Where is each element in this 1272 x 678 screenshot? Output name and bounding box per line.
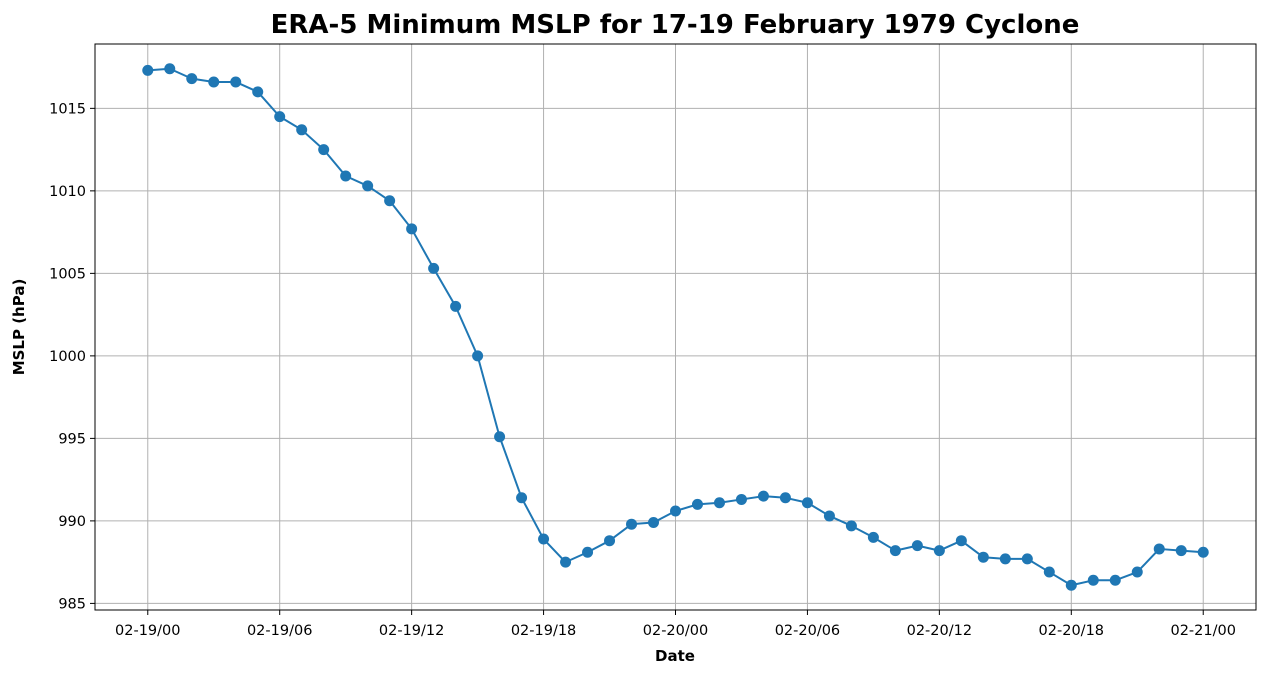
data-point bbox=[560, 556, 572, 568]
y-tick-label: 1005 bbox=[49, 266, 86, 282]
series-layer bbox=[142, 63, 1209, 591]
data-point bbox=[977, 551, 989, 563]
data-point bbox=[911, 540, 923, 552]
data-point bbox=[472, 350, 484, 362]
data-point bbox=[779, 492, 791, 504]
data-point bbox=[670, 505, 681, 517]
data-point bbox=[230, 76, 242, 88]
x-axis-ticks: 02-19/00 02-19/06 02-19/12 02-19/18 02-20/00… bbox=[115, 610, 1236, 639]
x-tick-label: 02-20/00 bbox=[643, 623, 708, 639]
data-point bbox=[1043, 566, 1055, 578]
x-tick-label: 02-20/06 bbox=[775, 623, 840, 639]
data-point bbox=[648, 517, 660, 529]
x-tick-label: 02-19/00 bbox=[115, 623, 180, 639]
data-point bbox=[1131, 566, 1143, 578]
data-point bbox=[164, 63, 176, 75]
data-point bbox=[582, 546, 594, 558]
y-tick-label: 1010 bbox=[49, 184, 86, 200]
data-point bbox=[933, 545, 945, 557]
y-tick-label: 985 bbox=[58, 596, 86, 612]
data-point bbox=[362, 180, 374, 192]
data-point bbox=[801, 497, 813, 509]
data-point bbox=[867, 531, 879, 543]
x-tick-label: 02-19/12 bbox=[379, 623, 444, 639]
data-point bbox=[296, 124, 308, 136]
data-point bbox=[450, 300, 462, 312]
data-point bbox=[340, 170, 352, 182]
data-point bbox=[604, 535, 616, 547]
grid-lines bbox=[95, 44, 1256, 610]
data-point bbox=[1109, 574, 1121, 586]
x-tick-label: 02-20/18 bbox=[1039, 623, 1104, 639]
y-axis-ticks: 985 990 995 1000 1005 1010 1015 bbox=[49, 101, 95, 612]
data-point bbox=[384, 195, 396, 207]
data-point bbox=[428, 262, 440, 274]
y-tick-label: 990 bbox=[58, 514, 86, 530]
x-axis-label: Date bbox=[655, 647, 695, 665]
x-tick-label: 02-19/18 bbox=[511, 623, 576, 639]
data-point bbox=[757, 490, 769, 502]
x-tick-label: 02-20/12 bbox=[907, 623, 972, 639]
x-tick-label: 02-19/06 bbox=[247, 623, 312, 639]
y-tick-label: 1000 bbox=[49, 349, 86, 365]
data-point bbox=[516, 492, 528, 504]
data-point bbox=[142, 64, 154, 76]
data-point bbox=[494, 431, 506, 443]
data-point bbox=[274, 111, 286, 123]
data-point bbox=[999, 553, 1011, 565]
data-point bbox=[1153, 543, 1165, 555]
data-point bbox=[955, 535, 967, 547]
data-point bbox=[1021, 553, 1033, 565]
data-point bbox=[318, 144, 330, 156]
data-point bbox=[1197, 546, 1209, 558]
data-point bbox=[713, 497, 725, 509]
data-point bbox=[538, 533, 550, 545]
y-tick-label: 1015 bbox=[49, 101, 86, 117]
data-point bbox=[252, 86, 264, 98]
data-point bbox=[1087, 574, 1099, 586]
data-point bbox=[845, 520, 857, 532]
chart-title: ERA-5 Minimum MSLP for 17-19 February 19… bbox=[271, 10, 1080, 40]
data-point bbox=[1175, 545, 1187, 557]
data-point bbox=[889, 545, 901, 557]
data-point bbox=[735, 493, 747, 505]
data-point bbox=[691, 498, 703, 510]
data-point bbox=[823, 510, 835, 522]
data-point bbox=[208, 76, 220, 88]
data-point bbox=[406, 223, 418, 235]
y-tick-label: 995 bbox=[58, 431, 86, 447]
x-tick-label: 02-21/00 bbox=[1170, 623, 1235, 639]
data-point bbox=[626, 518, 638, 530]
y-axis-label: MSLP (hPa) bbox=[10, 279, 28, 376]
data-point bbox=[186, 73, 198, 85]
data-point bbox=[1065, 579, 1077, 591]
